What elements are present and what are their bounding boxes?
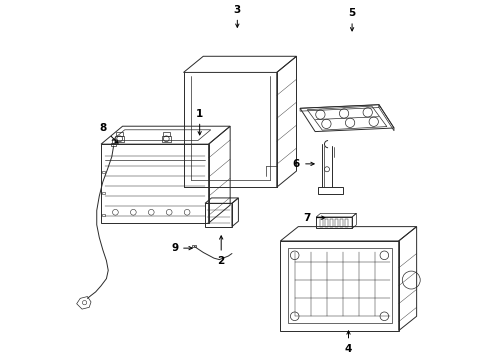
Bar bbox=[324, 219, 327, 226]
Bar bbox=[344, 219, 347, 226]
Bar bbox=[191, 245, 196, 247]
Bar bbox=[319, 219, 322, 226]
Bar bbox=[116, 132, 123, 136]
Text: 8: 8 bbox=[99, 123, 118, 143]
Bar bbox=[316, 217, 351, 228]
Bar bbox=[102, 214, 105, 216]
Bar bbox=[329, 219, 332, 226]
Text: 4: 4 bbox=[344, 331, 351, 354]
Bar bbox=[102, 192, 105, 194]
Bar bbox=[102, 171, 105, 173]
Bar bbox=[287, 248, 391, 323]
Bar bbox=[110, 143, 116, 146]
Text: 2: 2 bbox=[217, 236, 224, 266]
Text: 1: 1 bbox=[196, 109, 203, 135]
Text: 9: 9 bbox=[171, 243, 192, 253]
Text: 6: 6 bbox=[292, 159, 313, 169]
Bar bbox=[162, 136, 171, 142]
Bar bbox=[115, 136, 124, 142]
Bar bbox=[163, 132, 169, 136]
Text: 7: 7 bbox=[303, 213, 324, 222]
Bar bbox=[339, 219, 342, 226]
Bar bbox=[112, 139, 115, 143]
Text: 3: 3 bbox=[233, 5, 241, 27]
Bar bbox=[317, 187, 343, 194]
Bar bbox=[204, 203, 231, 226]
Text: 5: 5 bbox=[348, 8, 355, 31]
Bar bbox=[101, 144, 208, 223]
Bar bbox=[280, 241, 398, 330]
Bar bbox=[334, 219, 337, 226]
